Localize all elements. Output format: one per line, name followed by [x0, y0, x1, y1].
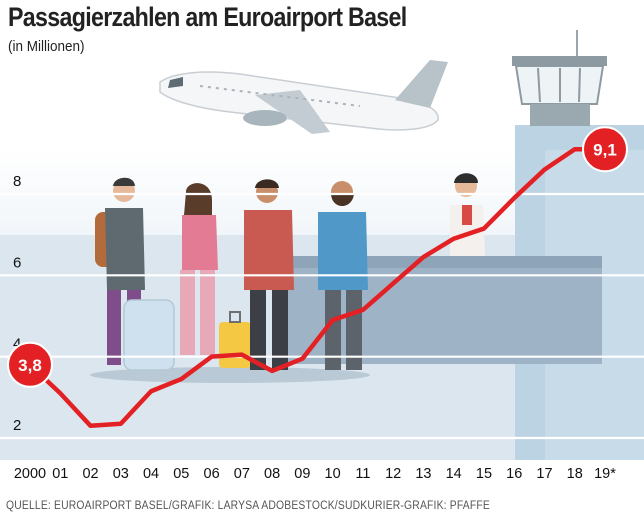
x-axis-ticks: 2000 01 02 03 04 05 06 07 08 09 10 11 12 13 14 15 16 17 18… — [14, 466, 616, 482]
data-label-circle — [7, 341, 53, 388]
data-label-text: 9,1 — [593, 140, 617, 159]
x-tick-label: 16 — [506, 466, 522, 482]
control-tower-icon — [512, 30, 607, 126]
x-tick-label: 14 — [446, 466, 462, 482]
x-tick-label: 15 — [476, 466, 492, 482]
data-label-1: 9,1 — [582, 126, 628, 173]
x-tick-label: 18 — [567, 466, 583, 482]
x-tick-label: 13 — [415, 466, 431, 482]
y-tick-label: 4 — [13, 336, 21, 353]
background-illustration — [0, 30, 644, 460]
x-tick-label: 09 — [294, 466, 310, 482]
traveler-3-icon — [244, 179, 294, 370]
x-tick-label: 10 — [325, 466, 341, 482]
x-tick-label: 05 — [173, 466, 189, 482]
x-tick-label: 06 — [204, 466, 220, 482]
x-tick-label: 12 — [385, 466, 401, 482]
x-tick-label: 07 — [234, 466, 250, 482]
x-tick-label: 08 — [264, 466, 280, 482]
data-label-text: 3,8 — [18, 356, 42, 375]
traveler-2-icon — [123, 183, 218, 371]
x-tick-label: 19* — [594, 466, 616, 482]
y-tick-label: 6 — [13, 254, 21, 271]
x-tick-label: 04 — [143, 466, 159, 482]
x-tick-label: 17 — [536, 466, 552, 482]
series-line — [27, 147, 608, 429]
chart-subtitle: (in Millionen) — [8, 38, 85, 55]
data-label-circle — [582, 126, 628, 173]
x-tick-label: 02 — [82, 466, 98, 482]
airplane-icon — [159, 60, 448, 134]
airport-staff-icon — [450, 173, 485, 256]
x-tick-label: 03 — [113, 466, 129, 482]
x-tick-label: 01 — [52, 466, 68, 482]
x-tick-label: 2000 — [14, 466, 46, 482]
data-label-0: 3,8 — [7, 341, 53, 388]
data-labels: 3,8 9,1 — [7, 126, 628, 388]
chart-title: Passagierzahlen am Euroairport Basel — [8, 2, 407, 32]
y-tick-label: 2 — [13, 417, 21, 434]
y-tick-label: 8 — [13, 173, 21, 190]
source-credit: QUELLE: EUROAIRPORT BASEL/GRAFIK: LARYSA… — [6, 500, 490, 512]
y-axis-ticks: 2 4 6 8 — [13, 173, 21, 434]
grid-lines — [0, 192, 644, 440]
x-tick-label: 11 — [355, 466, 370, 482]
